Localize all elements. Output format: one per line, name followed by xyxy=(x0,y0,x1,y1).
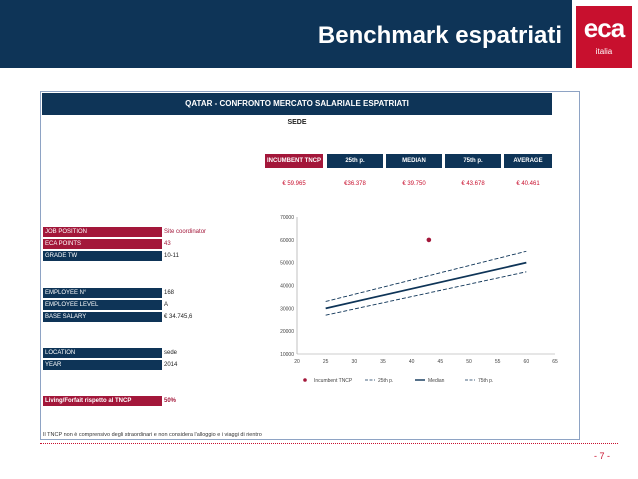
x-tick-label: 60 xyxy=(524,359,530,365)
y-tick-label: 60000 xyxy=(280,238,294,244)
logo-sub: italia xyxy=(595,47,613,56)
bench-header-p25: 25th p. xyxy=(327,154,383,168)
x-tick-label: 45 xyxy=(438,359,444,365)
location-label: LOCATION xyxy=(43,348,162,358)
x-tick-label: 20 xyxy=(294,359,300,365)
header-bar: Benchmark espatriati xyxy=(0,0,572,68)
eca-logo: eca italia xyxy=(576,6,632,68)
bench-value-average: € 40.461 xyxy=(516,181,540,187)
x-tick-label: 35 xyxy=(380,359,386,365)
base-salary-value: € 34.745,6 xyxy=(164,314,193,320)
benchmark-panel: QATAR - CONFRONTO MERCATO SALARIALE ESPA… xyxy=(40,91,580,440)
y-tick-label: 20000 xyxy=(280,329,294,335)
footnote: Il TNCP non è comprensivo degli straordi… xyxy=(43,432,262,438)
bench-value-median: € 39.750 xyxy=(402,181,426,187)
y-tick-label: 70000 xyxy=(280,215,294,221)
y-tick-label: 50000 xyxy=(280,261,294,267)
legend-label: 75th p. xyxy=(478,378,493,384)
panel-subtitle: SEDE xyxy=(287,119,307,126)
series-line-median xyxy=(325,261,527,310)
incumbent-point xyxy=(426,237,432,243)
x-tick-label: 65 xyxy=(552,359,558,365)
series-line-25th-p- xyxy=(325,271,527,316)
bench-header-p75: 75th p. xyxy=(445,154,501,168)
year-label: YEAR xyxy=(43,360,162,370)
x-tick-label: 25 xyxy=(323,359,329,365)
living-label: Living/Forfait rispetto al TNCP xyxy=(43,396,162,406)
employee-level-label: EMPLOYEE LEVEL xyxy=(43,300,162,310)
legend-label: Median xyxy=(428,378,445,384)
x-tick-label: 40 xyxy=(409,359,415,365)
panel-title: QATAR - CONFRONTO MERCATO SALARIALE ESPA… xyxy=(42,93,552,115)
y-tick-label: 40000 xyxy=(280,284,294,290)
eca-points-label: ECA POINTS xyxy=(43,239,162,249)
bench-header-median: MEDIAN xyxy=(386,154,442,168)
job-position-value: Site coordinator xyxy=(164,229,207,235)
bench-value-p25: €36.378 xyxy=(344,181,366,187)
series-line-75th-p- xyxy=(325,250,527,302)
grade-label: GRADE TW xyxy=(43,251,162,261)
x-tick-label: 50 xyxy=(466,359,472,365)
page-title: Benchmark espatriati xyxy=(317,22,562,49)
living-value: 50% xyxy=(164,398,177,404)
bench-header-incumbent: INCUMBENT TNCP xyxy=(265,154,323,168)
legend-label: 25th p. xyxy=(378,378,393,384)
location-value: sede xyxy=(164,350,178,356)
y-tick-label: 10000 xyxy=(280,352,294,358)
bench-value-p75: € 43.678 xyxy=(461,181,485,187)
base-salary-label: BASE SALARY xyxy=(43,312,162,322)
job-position-label: JOB POSITION xyxy=(43,227,162,237)
grade-value: 10-11 xyxy=(164,253,179,259)
employee-level-value: A xyxy=(164,302,169,308)
page-number: - 7 - xyxy=(593,451,610,461)
year-value: 2014 xyxy=(164,362,178,368)
employee-n-label: EMPLOYEE N° xyxy=(43,288,162,298)
bench-value-incumbent: € 59.965 xyxy=(282,181,306,187)
legend-label: Incumbent TNCP xyxy=(314,378,353,384)
bottom-divider xyxy=(40,443,618,444)
y-tick-label: 30000 xyxy=(280,306,294,312)
x-tick-label: 55 xyxy=(495,359,501,365)
eca-points-value: 43 xyxy=(164,241,171,247)
logo-mark: eca xyxy=(583,13,625,43)
x-tick-label: 30 xyxy=(352,359,358,365)
salary-chart: 10000 20000 30000 40000 50000 60000 70000 20 25 3… xyxy=(280,215,558,384)
employee-n-value: 168 xyxy=(164,290,175,296)
legend-marker-incumbent xyxy=(303,378,307,382)
bench-header-average: AVERAGE xyxy=(504,154,552,168)
